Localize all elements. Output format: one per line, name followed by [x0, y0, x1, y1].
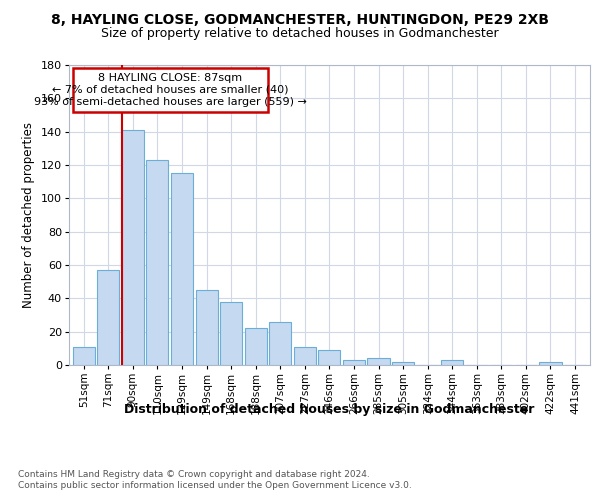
Bar: [539, 362, 562, 365]
Bar: [97, 270, 119, 365]
Text: 93% of semi-detached houses are larger (559) →: 93% of semi-detached houses are larger (…: [34, 96, 307, 106]
Text: Contains HM Land Registry data © Crown copyright and database right 2024.: Contains HM Land Registry data © Crown c…: [18, 470, 370, 479]
Text: 8 HAYLING CLOSE: 87sqm: 8 HAYLING CLOSE: 87sqm: [98, 74, 242, 84]
Text: Distribution of detached houses by size in Godmanchester: Distribution of detached houses by size …: [124, 402, 534, 415]
Bar: [220, 302, 242, 365]
Text: Contains public sector information licensed under the Open Government Licence v3: Contains public sector information licen…: [18, 481, 412, 490]
Bar: [171, 174, 193, 365]
Y-axis label: Number of detached properties: Number of detached properties: [22, 122, 35, 308]
Bar: [319, 350, 340, 365]
Text: ← 7% of detached houses are smaller (40): ← 7% of detached houses are smaller (40): [52, 85, 289, 95]
Bar: [196, 290, 218, 365]
Bar: [294, 346, 316, 365]
Bar: [122, 130, 144, 365]
FancyBboxPatch shape: [73, 68, 268, 112]
Bar: [245, 328, 267, 365]
Bar: [343, 360, 365, 365]
Bar: [392, 362, 414, 365]
Text: Size of property relative to detached houses in Godmanchester: Size of property relative to detached ho…: [101, 28, 499, 40]
Bar: [73, 346, 95, 365]
Text: 8, HAYLING CLOSE, GODMANCHESTER, HUNTINGDON, PE29 2XB: 8, HAYLING CLOSE, GODMANCHESTER, HUNTING…: [51, 12, 549, 26]
Bar: [146, 160, 169, 365]
Bar: [269, 322, 292, 365]
Bar: [441, 360, 463, 365]
Bar: [367, 358, 389, 365]
